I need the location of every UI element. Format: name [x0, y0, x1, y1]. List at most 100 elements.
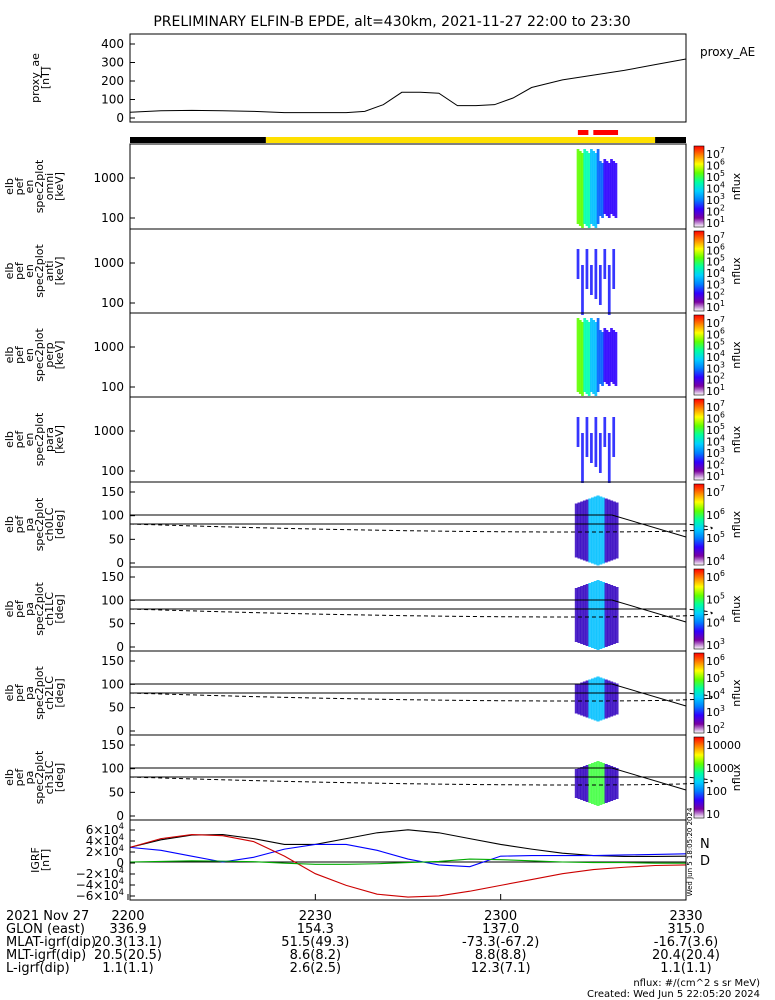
pitch-angle-cell [599, 677, 603, 721]
ytick-label-pa_ch3: 150 [101, 738, 124, 752]
ylabel-pa_ch3: elb [3, 769, 16, 786]
colorbar-label-en_omni: nflux [730, 172, 743, 200]
anti-loss-cone-line [129, 523, 713, 533]
ylabel-pa_ch1: elb [3, 601, 16, 618]
pitch-angle-cell [577, 768, 581, 799]
ephemeris-value: -16.7(3.6) [654, 935, 718, 950]
ylabel-en_anti: [keV] [53, 257, 66, 286]
ylabel-pa_ch2: ch2LC [43, 676, 56, 710]
pitch-angle-cell [596, 761, 600, 806]
ephemeris-value: 20.5(20.5) [94, 948, 162, 963]
spectrogram-cell [603, 159, 607, 214]
ephemeris-value: 51.5(49.3) [281, 935, 349, 950]
spectrogram-cell [578, 151, 582, 226]
xtick-label: 2330 [669, 909, 702, 924]
ylabel-en_para: para [43, 427, 56, 452]
colorbar-tick-en_perp: 101 [706, 383, 725, 398]
colorbar-tick-pa_ch3: 10000 [706, 739, 741, 752]
xtick-label: 2230 [299, 909, 332, 924]
spectrogram-cell [598, 433, 602, 473]
pitch-angle-cell [588, 583, 592, 647]
ytick-label-pa_ch2: 50 [109, 701, 124, 715]
spectrogram-cell [581, 265, 584, 315]
ylabel-en_para: elb [3, 431, 16, 448]
pitch-angle-cell [615, 683, 619, 715]
pitch-angle-cell [591, 582, 595, 648]
ytick-label-pa_ch0: 150 [101, 485, 124, 499]
colorbar-tick-en_para: 104 [706, 434, 725, 449]
spectrogram-cell [581, 153, 584, 228]
ytick-label-pa_ch3: 50 [109, 785, 124, 799]
anti-loss-cone-line [129, 692, 713, 702]
colorbar-tick-en_omni: 101 [706, 215, 725, 230]
anti-loss-cone-line [129, 776, 713, 786]
xtick-label: 2200 [111, 909, 144, 924]
ephemeris-value: 315.0 [667, 922, 704, 937]
spectrogram-cell [598, 330, 602, 384]
colorbar-tick-en_para: 101 [706, 468, 725, 483]
ylabel-pa_ch2: [deg] [53, 678, 66, 707]
ephemeris-row-label: L-igrf(dip) [6, 961, 70, 976]
ephemeris-row-label: MLAT-igrf(dip) [6, 935, 96, 950]
spectrogram-cell [590, 265, 593, 295]
ytick-label-pa_ch3: 0 [116, 809, 124, 823]
colorbar-label-pa_ch0: nflux [730, 510, 743, 538]
pitch-angle-cell [601, 582, 606, 648]
ylabel-pa_ch3: pef [13, 768, 26, 787]
ytick-label-en_para: 1000 [93, 424, 124, 438]
colorbar-pa_ch2 [693, 652, 705, 734]
spectrogram-cell [607, 332, 611, 386]
pitch-angle-cell [615, 768, 619, 799]
footer-units: nflux: #/(cm^2 s sr MeV) [633, 978, 760, 989]
colorbar-tick-pa_ch3: 1000 [706, 762, 734, 775]
ylabel-en_omni: en [23, 180, 36, 194]
pitch-angle-cell [607, 765, 611, 802]
ytick-label-pa_ch0: 50 [109, 532, 124, 546]
colorbar-tick-en_omni: 107 [706, 146, 725, 161]
ephemeris-value: 12.3(7.1) [471, 961, 531, 976]
ylabel-pa_ch0: ch0LC [43, 507, 56, 541]
ytick-label-en_anti: 100 [101, 296, 124, 310]
colorbar-tick-en_anti: 102 [706, 288, 725, 303]
ytick-label-igrf: −2×104 [76, 865, 124, 881]
colorbar-tick-en_omni: 105 [706, 169, 725, 184]
igrf-series-3 [129, 858, 686, 865]
status-bar-red [593, 130, 619, 135]
pitch-angle-cell [585, 680, 589, 718]
ytick-label-en_para: 100 [101, 464, 124, 478]
status-bar-red [577, 130, 589, 135]
spectrogram-cell [587, 153, 591, 228]
pitch-angle-cell [609, 766, 614, 801]
loss-cone-line [611, 599, 687, 623]
ylabel-en_para: [keV] [53, 425, 66, 454]
pitch-angle-cell [588, 498, 592, 563]
colorbar-tick-en_omni: 106 [706, 158, 725, 173]
colorbar-tick-pa_ch1: 106 [706, 569, 725, 584]
colorbar-tick-en_anti: 105 [706, 254, 725, 269]
ytick-label-en_omni: 100 [101, 211, 124, 225]
pitch-angle-cell [609, 681, 614, 717]
xtick-label: 2300 [484, 909, 517, 924]
colorbar-tick-pa_ch0: 106 [706, 507, 725, 522]
colorbar-pa_ch3 [693, 736, 705, 819]
axes-and-labels: proxy_ae[nT]4003002001000elbpefenspec2pl… [3, 33, 755, 903]
pitch-angle-cell [574, 769, 579, 798]
pitch-angle-cell [577, 683, 581, 715]
panel-frame-en_para [129, 396, 687, 483]
spectrogram-cell [605, 330, 609, 384]
ytick-label-en_omni: 1000 [93, 171, 124, 185]
ylabel-proxy_ae: proxy_ae [29, 53, 42, 103]
ytick-label-pa_ch2: 0 [116, 724, 124, 738]
colorbar-tick-en_omni: 102 [706, 204, 725, 219]
colorbar-label-en_perp: nflux [730, 341, 743, 369]
ylabel-en_anti: pef [13, 261, 26, 280]
colorbar-label-en_anti: nflux [730, 257, 743, 285]
pitch-angle-cell [607, 680, 611, 718]
ytick-label-pa_ch1: 0 [116, 640, 124, 654]
colorbar-tick-pa_ch0: 105 [706, 530, 725, 545]
ytick-label-pa_ch0: 100 [101, 509, 124, 523]
spectrogram-cell [614, 163, 618, 218]
ytick-label-igrf: 0 [116, 856, 124, 870]
pitch-angle-cell [607, 499, 611, 562]
